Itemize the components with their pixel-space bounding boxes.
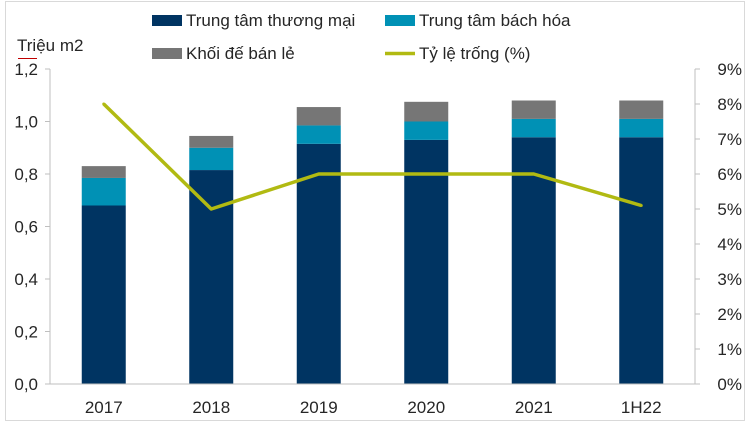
- bar-1-2020: [404, 139, 449, 384]
- bar-3-2020: [404, 101, 449, 122]
- bar-2-2019: [296, 125, 341, 144]
- bar-1-2019: [296, 143, 341, 384]
- bar-2-2020: [404, 121, 449, 140]
- x-tick-label: 2021: [515, 398, 553, 417]
- y-right-tick-label: 5%: [717, 200, 742, 219]
- line-point-2021: [532, 172, 536, 176]
- bar-2-2018: [189, 147, 234, 171]
- bar-3-2017: [81, 166, 126, 178]
- bar-3-2021: [511, 100, 556, 119]
- x-tick-label: 2017: [85, 398, 123, 417]
- legend-label: Tỷ lệ trống (%): [419, 44, 530, 63]
- y-left-tick-label: 0,8: [14, 165, 38, 184]
- bar-1-1h22: [619, 137, 664, 384]
- legend-swatch-1: [152, 15, 182, 26]
- x-tick-label: 1H22: [621, 398, 662, 417]
- x-tick-label: 2018: [192, 398, 230, 417]
- y-right-tick-label: 1%: [717, 340, 742, 359]
- bar-2-2017: [81, 177, 126, 206]
- line-point-1h22: [639, 204, 643, 207]
- x-tick-label: 2020: [407, 398, 445, 417]
- legend-swatch-2: [385, 15, 415, 26]
- y-left-tick-label: 1,0: [14, 113, 38, 132]
- y-right-tick-label: 7%: [717, 130, 742, 149]
- bar-2-1h22: [619, 118, 664, 138]
- bar-1-2017: [81, 205, 126, 384]
- bar-3-1h22: [619, 100, 664, 119]
- legend-label: Trung tâm bách hóa: [419, 11, 571, 30]
- bar-2-2021: [511, 118, 556, 138]
- line-point-2019: [317, 172, 321, 176]
- legend-swatch-3: [152, 48, 182, 59]
- y-right-tick-label: 8%: [717, 95, 742, 114]
- y-right-tick-label: 0%: [717, 375, 742, 394]
- y-left-tick-label: 0,0: [14, 375, 38, 394]
- y-right-tick-label: 3%: [717, 270, 742, 289]
- y-left-tick-label: 0,6: [14, 218, 38, 237]
- legend-label: Khối đế bán lẻ: [186, 44, 295, 63]
- y-right-tick-label: 2%: [717, 305, 742, 324]
- bar-3-2018: [189, 135, 234, 148]
- y-left-tick-label: 0,2: [14, 323, 38, 342]
- bar-3-2019: [296, 107, 341, 126]
- y-left-tick-label: 1,2: [14, 60, 38, 79]
- y-unit-label: Triệu m2: [17, 36, 83, 55]
- line-point-2018: [209, 207, 213, 211]
- chart-border: [5, 1, 745, 421]
- line-vacancy-rate: [102, 102, 642, 211]
- y-right-tick-label: 9%: [717, 60, 742, 79]
- y-right-tick-label: 4%: [717, 235, 742, 254]
- line-point-2017: [102, 102, 106, 106]
- y-right-tick-label: 6%: [717, 165, 742, 184]
- x-tick-label: 2019: [300, 398, 338, 417]
- legend-label: Trung tâm thương mại: [186, 11, 355, 30]
- y-left-tick-label: 0,4: [14, 270, 38, 289]
- line-point-2020: [424, 172, 428, 176]
